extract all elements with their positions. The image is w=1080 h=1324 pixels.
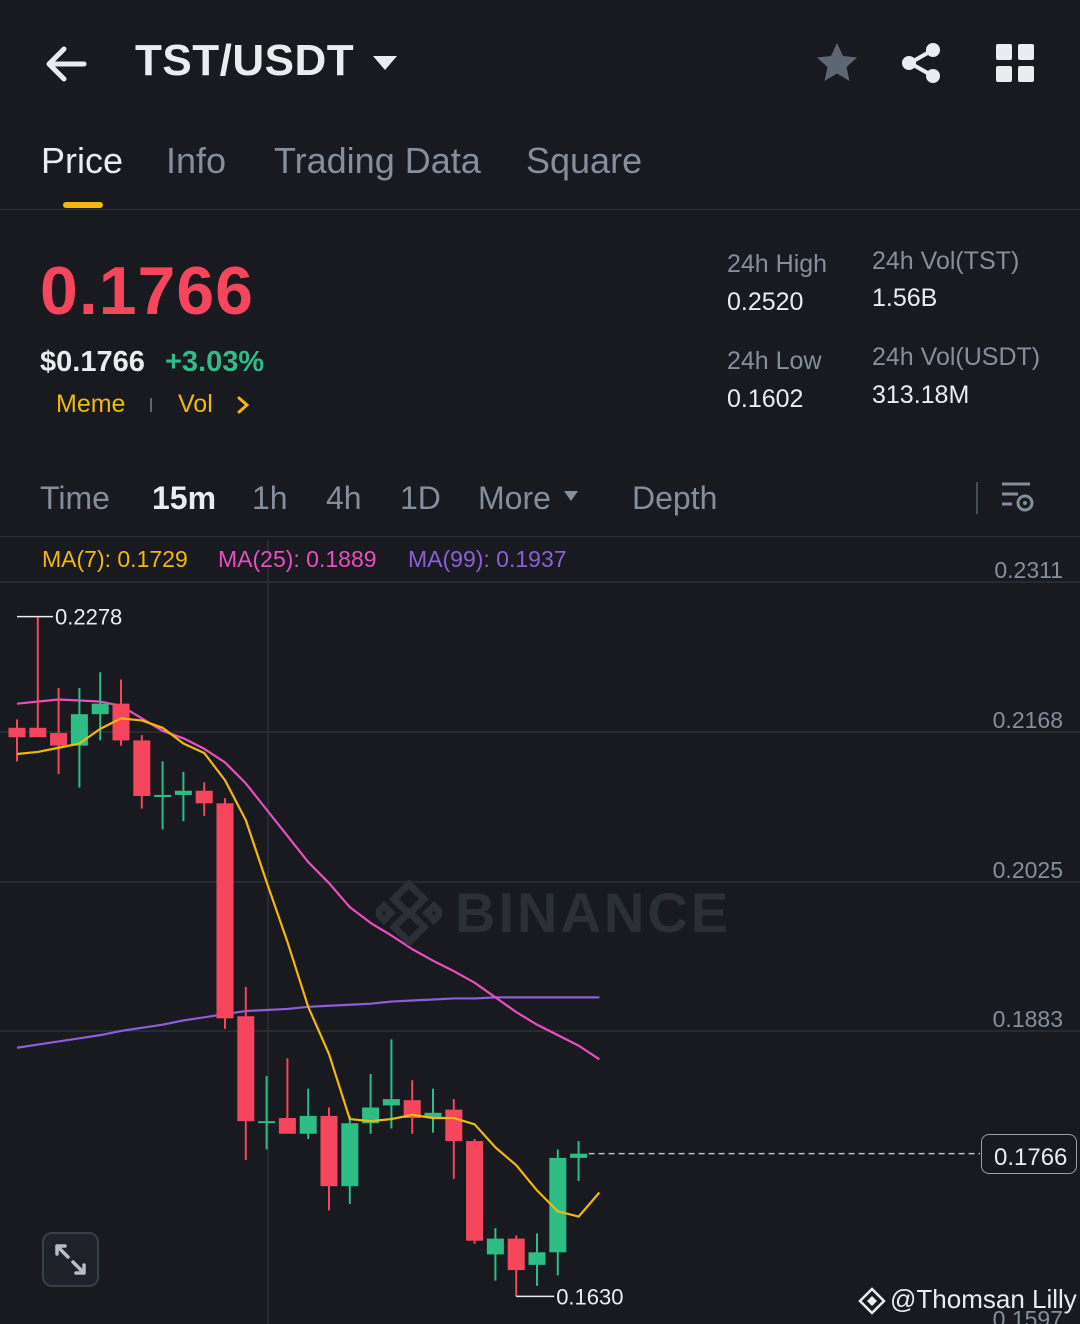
- candle-body: [549, 1157, 567, 1253]
- candle-body: [382, 1099, 400, 1106]
- y-tick-label: 0.1883: [993, 1006, 1063, 1032]
- high-marker-label: 0.2278: [55, 605, 122, 630]
- fullscreen-button[interactable]: [42, 1232, 99, 1287]
- candle-body: [320, 1115, 338, 1187]
- interval-time[interactable]: Time: [40, 480, 110, 516]
- candle-body: [341, 1123, 359, 1187]
- tab-price[interactable]: Price: [41, 140, 124, 181]
- candle-body: [29, 727, 47, 738]
- candle-body: [8, 727, 26, 738]
- chevron-down-icon[interactable]: [563, 490, 579, 502]
- candle-body: [258, 1121, 276, 1124]
- interval-1d[interactable]: 1D: [400, 480, 441, 516]
- divider: [0, 209, 1080, 210]
- interval-15m[interactable]: 15m: [152, 480, 217, 516]
- candle-body: [362, 1107, 380, 1124]
- candle-body: [195, 790, 213, 804]
- low-marker-label: 0.1630: [556, 1284, 623, 1309]
- stat-24h-vol-tst-label: 24h Vol(TST): [872, 247, 1020, 275]
- price-change-percent: +3.03%: [165, 346, 265, 378]
- candle-body: [278, 1118, 296, 1134]
- interval-1h[interactable]: 1h: [252, 480, 288, 516]
- candle-body: [237, 1016, 255, 1122]
- divider: [976, 482, 978, 514]
- candle-body: [174, 790, 192, 795]
- binance-watermark-logo: [376, 880, 442, 946]
- stat-24h-high-label: 24h High: [727, 250, 828, 278]
- ma7-legend: MA(7): 0.1729: [42, 546, 188, 572]
- tag-separator: [150, 398, 152, 412]
- pair-title[interactable]: TST/USDT: [135, 36, 355, 85]
- candle-body: [570, 1153, 588, 1158]
- candle-body: [403, 1100, 421, 1119]
- candle-body: [216, 803, 234, 1019]
- chevron-right-icon[interactable]: [236, 396, 250, 414]
- tab-trading-data[interactable]: Trading Data: [274, 140, 481, 181]
- candle-body: [466, 1141, 484, 1241]
- tab-square[interactable]: Square: [526, 140, 643, 181]
- candle-body: [91, 703, 109, 715]
- ma7-line: [16, 717, 601, 1218]
- candle-body: [424, 1112, 442, 1117]
- candle-body: [507, 1238, 525, 1271]
- y-tick-label: 0.2168: [993, 707, 1063, 733]
- candle-body: [50, 733, 68, 746]
- interval-4h[interactable]: 4h: [326, 480, 362, 516]
- tag-vol[interactable]: Vol: [178, 390, 213, 418]
- candlestick-chart[interactable]: 0.2311 0.2168 0.2025 0.1883 0.1597 0.2278 0.16…: [0, 540, 1080, 1324]
- back-arrow-icon[interactable]: [40, 38, 92, 90]
- creator-credit: @Thomsan Lilly: [890, 1284, 1077, 1314]
- stat-24h-low-value: 0.1602: [727, 385, 804, 413]
- interval-depth[interactable]: Depth: [632, 480, 718, 516]
- active-tab-indicator: [63, 202, 103, 208]
- stat-24h-vol-usdt-value: 313.18M: [872, 381, 970, 409]
- ma99-legend: MA(99): 0.1937: [408, 546, 567, 572]
- chevron-down-icon[interactable]: [372, 54, 398, 72]
- candle-body: [528, 1252, 546, 1265]
- chart-settings-icon[interactable]: [998, 478, 1036, 516]
- y-tick-label: 0.2311: [994, 557, 1063, 583]
- current-price-label: 0.1766: [994, 1144, 1068, 1171]
- stat-24h-vol-tst-value: 1.56B: [872, 284, 938, 312]
- ma25-legend: MA(25): 0.1889: [218, 546, 377, 572]
- divider: [0, 536, 1080, 537]
- usd-price: $0.1766: [40, 346, 145, 378]
- candle-body: [70, 714, 88, 746]
- candle-body: [486, 1238, 504, 1255]
- expand-icon: [55, 1244, 86, 1275]
- binance-square-logo-icon: [858, 1287, 886, 1315]
- y-tick-label: 0.1597: [993, 1306, 1063, 1324]
- favorite-star-icon[interactable]: [814, 40, 860, 86]
- last-price: 0.1766: [40, 253, 254, 329]
- candle-body: [299, 1115, 317, 1134]
- tag-meme[interactable]: Meme: [56, 390, 126, 418]
- candle-body: [112, 703, 130, 741]
- interval-more[interactable]: More: [478, 480, 551, 516]
- grid-menu-icon[interactable]: [992, 40, 1038, 86]
- y-tick-label: 0.2025: [993, 857, 1063, 883]
- stat-24h-low-label: 24h Low: [727, 347, 822, 375]
- binance-watermark: BINANCE: [455, 881, 732, 944]
- stat-24h-high-value: 0.2520: [727, 288, 804, 316]
- candle-body: [445, 1109, 463, 1142]
- stat-24h-vol-usdt-label: 24h Vol(USDT): [872, 343, 1041, 371]
- tab-info[interactable]: Info: [166, 140, 227, 181]
- current-price-box: [981, 1134, 1077, 1174]
- share-icon[interactable]: [898, 40, 944, 86]
- candle-body: [133, 740, 151, 796]
- candle-body: [154, 794, 172, 798]
